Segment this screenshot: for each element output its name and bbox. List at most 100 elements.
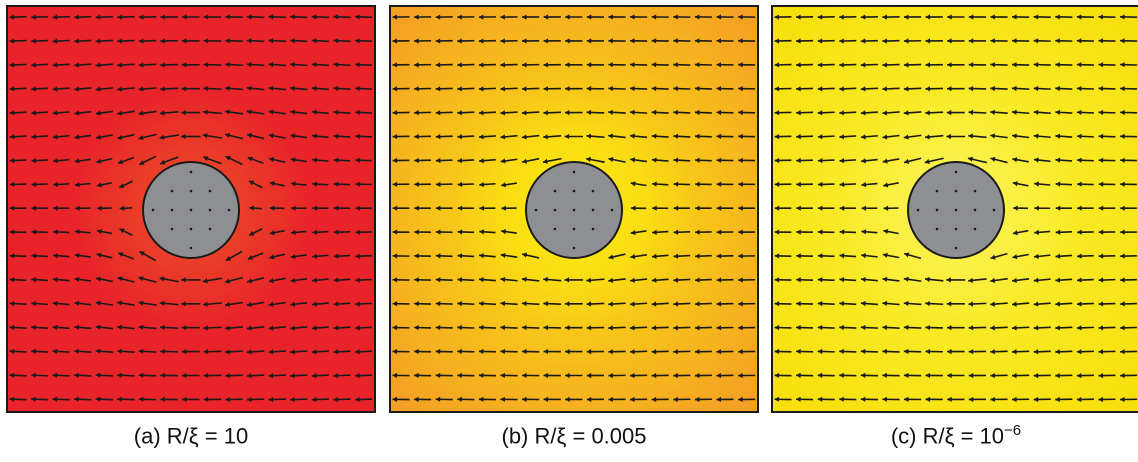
- flow-arrowhead: [925, 348, 931, 355]
- flow-arrowhead: [247, 278, 253, 284]
- flow-arrowhead: [268, 301, 274, 307]
- flow-arrowhead: [925, 62, 931, 68]
- flow-arrowhead: [9, 86, 15, 92]
- flow-arrowhead: [268, 396, 274, 403]
- flow-arrowhead: [160, 86, 165, 92]
- caption-c-prefix: (c) R/ξ =: [890, 423, 980, 449]
- flow-arrowhead: [716, 38, 722, 44]
- flow-arrowhead: [1033, 373, 1039, 379]
- flow-arrowhead: [435, 277, 441, 283]
- flow-arrowhead: [673, 253, 679, 259]
- panel-frame: [389, 5, 759, 413]
- flow-arrowhead: [392, 62, 398, 68]
- flow-arrowhead: [435, 324, 441, 331]
- flow-arrowhead: [225, 256, 232, 261]
- flow-arrowhead: [203, 14, 209, 20]
- flow-arrowhead: [882, 276, 888, 282]
- flow-arrowhead: [1077, 253, 1082, 259]
- flow-arrowhead: [774, 14, 780, 20]
- flow-arrowhead: [521, 86, 527, 92]
- flow-arrowhead: [247, 133, 253, 139]
- obstacle-dot: [591, 227, 595, 231]
- flow-arrowhead: [738, 38, 743, 44]
- flow-arrowhead: [1034, 229, 1039, 235]
- flow-arrowhead: [925, 396, 931, 402]
- flow-arrowhead: [333, 229, 339, 235]
- flow-arrowhead: [355, 205, 360, 211]
- obstacle-dot: [591, 189, 595, 193]
- flow-arrowhead: [1012, 396, 1017, 403]
- flow-arrowhead: [31, 205, 37, 211]
- flow-arrowhead: [181, 38, 187, 44]
- flow-arrowhead: [181, 372, 187, 379]
- flow-arrowhead: [817, 157, 823, 164]
- flow-arrowhead: [521, 62, 527, 68]
- flow-arrowhead: [9, 205, 15, 211]
- flow-arrowhead: [586, 349, 592, 355]
- obstacle-dot: [610, 208, 614, 212]
- flow-arrowhead: [925, 324, 930, 331]
- flow-arrowhead: [903, 276, 909, 282]
- flow-arrowhead: [608, 85, 613, 92]
- flow-arrowhead: [565, 396, 570, 402]
- flow-arrowhead: [796, 324, 801, 331]
- flow-arrowhead: [774, 325, 780, 331]
- flow-arrowhead: [52, 324, 58, 330]
- flow-arrowhead: [1055, 205, 1061, 211]
- flow-arrowhead: [796, 38, 801, 44]
- flow-arrowhead: [817, 134, 823, 140]
- flow-arrowhead: [9, 277, 15, 283]
- flow-arrowhead: [860, 14, 866, 20]
- obstacle-dot: [189, 170, 193, 174]
- flow-arrowhead: [160, 324, 165, 331]
- obstacle-dot: [553, 227, 557, 231]
- flow-arrowhead: [543, 325, 549, 331]
- flow-arrowhead: [268, 61, 274, 68]
- flow-arrowhead: [1034, 205, 1039, 211]
- flow-arrowhead: [414, 134, 419, 140]
- flow-arrowhead: [478, 277, 484, 283]
- flow-arrowhead: [630, 14, 635, 20]
- flow-arrowhead: [1098, 62, 1104, 68]
- flow-arrowhead: [1011, 349, 1017, 355]
- flow-arrowhead: [457, 253, 463, 259]
- obstacle-dot: [227, 208, 231, 212]
- flow-arrowhead: [1098, 229, 1104, 235]
- flow-arrowhead: [882, 14, 887, 20]
- flow-arrowhead: [355, 301, 360, 307]
- flow-arrowhead: [630, 38, 635, 44]
- flow-arrowhead: [31, 300, 36, 307]
- flow-arrowhead: [414, 348, 419, 355]
- flow-arrowhead: [630, 396, 635, 403]
- flow-arrowhead: [117, 62, 122, 68]
- flow-arrowhead: [225, 14, 230, 20]
- flow-arrowhead: [74, 110, 80, 116]
- flow-arrowhead: [311, 373, 317, 379]
- flow-arrowhead: [312, 301, 317, 307]
- flow-arrowhead: [117, 110, 123, 116]
- flow-arrowhead: [1120, 372, 1125, 379]
- flow-arrowhead: [586, 62, 592, 68]
- flow-arrowhead: [903, 38, 909, 44]
- flow-arrowhead: [1013, 205, 1018, 211]
- flow-arrowhead: [608, 14, 613, 20]
- flow-arrowhead: [249, 230, 255, 236]
- flow-arrowhead: [882, 62, 887, 68]
- flow-arrowhead: [457, 158, 463, 164]
- arrow-field: [392, 14, 756, 403]
- obstacle-dot: [973, 189, 977, 193]
- flow-arrowhead: [268, 14, 274, 20]
- flow-arrowhead: [673, 325, 678, 331]
- flow-arrowhead: [716, 133, 722, 139]
- flow-arrowhead: [159, 134, 165, 140]
- flow-arrowhead: [629, 85, 635, 92]
- flow-arrowhead: [925, 110, 930, 116]
- flow-arrowhead: [1033, 277, 1039, 283]
- flow-arrowhead: [882, 396, 887, 402]
- flow-arrowhead: [225, 38, 230, 44]
- flow-arrowhead: [716, 62, 722, 68]
- flow-arrowhead: [181, 301, 186, 307]
- flow-arrowhead: [608, 38, 613, 44]
- flow-arrowhead: [543, 62, 549, 68]
- flow-arrowhead: [311, 38, 317, 44]
